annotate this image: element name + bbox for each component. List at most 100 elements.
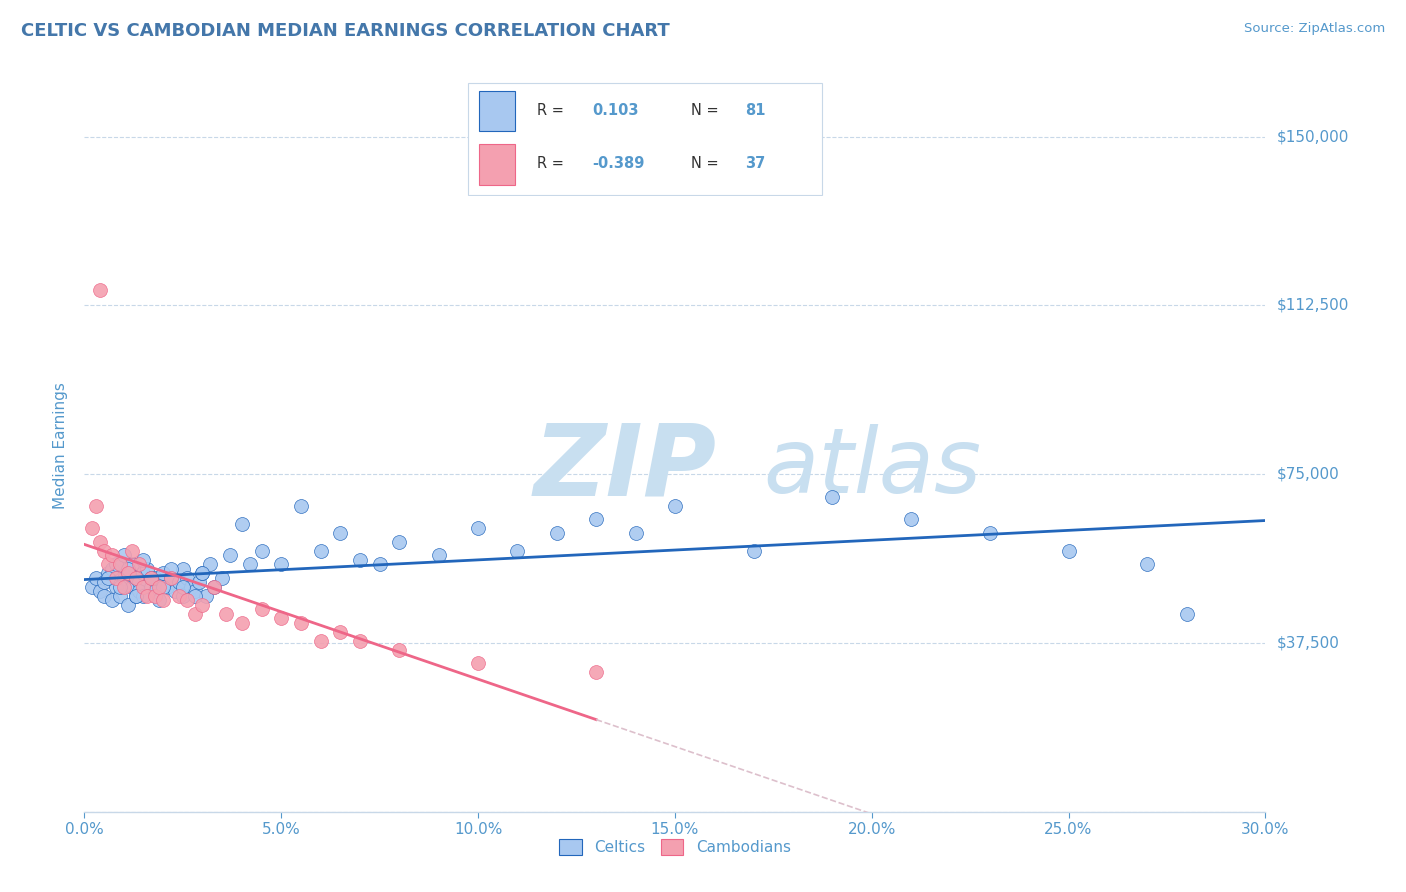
Point <box>585 512 607 526</box>
Point <box>84 499 107 513</box>
Point <box>191 566 214 581</box>
Point <box>143 571 166 585</box>
Point <box>101 593 124 607</box>
Point <box>180 580 202 594</box>
Point <box>821 490 844 504</box>
Point <box>101 562 124 576</box>
Point <box>82 521 104 535</box>
Point <box>160 571 183 585</box>
Text: N =: N = <box>690 156 718 171</box>
Point <box>349 633 371 648</box>
Point <box>187 575 209 590</box>
Point <box>742 543 765 558</box>
Point <box>141 571 163 585</box>
Point <box>183 589 205 603</box>
Point <box>427 548 450 562</box>
Point <box>624 525 647 540</box>
Point <box>93 543 115 558</box>
Point <box>163 584 186 599</box>
Point <box>108 557 131 571</box>
Point <box>108 589 131 603</box>
Point <box>290 499 312 513</box>
Point <box>388 642 411 657</box>
Point <box>112 548 135 562</box>
Point <box>211 571 233 585</box>
Point <box>368 557 391 571</box>
Point <box>900 512 922 526</box>
Point <box>172 589 194 603</box>
Point <box>108 580 131 594</box>
Point <box>112 571 135 585</box>
Point <box>93 575 115 590</box>
Point <box>124 571 146 585</box>
Point <box>124 589 146 603</box>
Point <box>195 589 218 603</box>
Point <box>132 552 155 566</box>
Point <box>250 543 273 558</box>
Point <box>128 584 150 599</box>
Point <box>1136 557 1159 571</box>
Point <box>152 575 174 590</box>
Point <box>97 571 120 585</box>
Point <box>176 571 198 585</box>
Point <box>143 584 166 599</box>
Point <box>132 566 155 581</box>
Point <box>124 571 146 585</box>
Point <box>141 571 163 585</box>
Point <box>141 580 163 594</box>
Point <box>467 656 489 670</box>
Point <box>132 589 155 603</box>
Point <box>183 584 205 599</box>
Point <box>117 566 139 581</box>
Point <box>250 602 273 616</box>
Point <box>329 624 352 639</box>
Point <box>979 525 1001 540</box>
Y-axis label: Median Earnings: Median Earnings <box>53 383 69 509</box>
Point <box>349 552 371 566</box>
Point <box>167 575 190 590</box>
Point <box>121 543 143 558</box>
Point <box>172 562 194 576</box>
Text: 37: 37 <box>745 156 766 171</box>
Point <box>167 589 190 603</box>
Point <box>128 557 150 571</box>
Legend: Celtics, Cambodians: Celtics, Cambodians <box>560 839 790 855</box>
Point <box>309 543 332 558</box>
Point <box>84 571 107 585</box>
Point <box>176 593 198 607</box>
Point <box>202 580 225 594</box>
Point <box>546 525 568 540</box>
Text: 81: 81 <box>745 103 766 118</box>
Point <box>388 534 411 549</box>
Point <box>1175 607 1198 621</box>
Point <box>152 593 174 607</box>
Point <box>97 557 120 571</box>
Point <box>160 571 183 585</box>
Point <box>152 580 174 594</box>
Text: ZIP: ZIP <box>533 419 716 516</box>
Point <box>239 557 262 571</box>
Point <box>152 566 174 581</box>
Point <box>121 580 143 594</box>
Point <box>121 557 143 571</box>
Point <box>117 562 139 576</box>
Text: -0.389: -0.389 <box>592 156 644 171</box>
Text: atlas: atlas <box>763 424 981 512</box>
Point <box>172 580 194 594</box>
Point <box>231 516 253 531</box>
Point <box>89 283 111 297</box>
Text: R =: R = <box>537 103 564 118</box>
Text: Source: ZipAtlas.com: Source: ZipAtlas.com <box>1244 22 1385 36</box>
Point <box>183 607 205 621</box>
Point <box>104 580 127 594</box>
Bar <box>478 144 515 185</box>
Point <box>309 633 332 648</box>
Text: N =: N = <box>690 103 718 118</box>
Point <box>112 580 135 594</box>
Text: 0.103: 0.103 <box>592 103 638 118</box>
Point <box>136 562 159 576</box>
Point <box>89 584 111 599</box>
Text: R =: R = <box>537 156 564 171</box>
Point <box>664 499 686 513</box>
Point <box>270 611 292 625</box>
